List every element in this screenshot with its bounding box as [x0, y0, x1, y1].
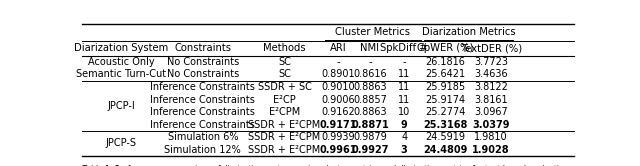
Text: SSDR + E²CPM: SSDR + E²CPM [248, 120, 321, 130]
Text: 0.9879: 0.9879 [353, 132, 387, 142]
Text: 11: 11 [398, 70, 410, 80]
Text: 1.9810: 1.9810 [474, 132, 508, 142]
Text: 0.9171: 0.9171 [320, 120, 357, 130]
Text: 11: 11 [398, 82, 410, 92]
Text: 1.9028: 1.9028 [472, 145, 510, 155]
Text: 3: 3 [401, 145, 408, 155]
Text: NMI: NMI [360, 43, 380, 53]
Text: Diarization Metrics: Diarization Metrics [422, 27, 515, 37]
Text: 0.8871: 0.8871 [351, 120, 388, 130]
Text: 3.0967: 3.0967 [474, 107, 508, 117]
Text: Acoustic Only: Acoustic Only [88, 57, 154, 67]
Text: 9: 9 [401, 120, 408, 130]
Text: E²CPM: E²CPM [269, 107, 300, 117]
Text: 3.0379: 3.0379 [472, 120, 510, 130]
Text: 3.8161: 3.8161 [474, 95, 508, 105]
Text: 0.9162: 0.9162 [322, 107, 356, 117]
Text: JPCP-I: JPCP-I [107, 101, 135, 111]
Text: Simulation 6%: Simulation 6% [168, 132, 238, 142]
Text: 25.9185: 25.9185 [426, 82, 466, 92]
Text: 0.8857: 0.8857 [353, 95, 387, 105]
Text: 25.9174: 25.9174 [426, 95, 466, 105]
Text: TextDER (%): TextDER (%) [461, 43, 522, 53]
Text: Inference Constraints: Inference Constraints [150, 82, 255, 92]
Text: Constraints: Constraints [174, 43, 231, 53]
Text: 11: 11 [398, 95, 410, 105]
Text: ARI: ARI [330, 43, 347, 53]
Text: SSDR + E²CPM: SSDR + E²CPM [248, 145, 321, 155]
Text: 0.9010: 0.9010 [322, 82, 355, 92]
Text: SC: SC [278, 70, 291, 80]
Text: 0.9927: 0.9927 [351, 145, 388, 155]
Text: -: - [368, 57, 372, 67]
Text: No Constraints: No Constraints [166, 57, 239, 67]
Text: Inference Constraints: Inference Constraints [150, 120, 255, 130]
Text: 0.8616: 0.8616 [353, 70, 387, 80]
Text: Simulation 12%: Simulation 12% [164, 145, 241, 155]
Text: Inference Constraints: Inference Constraints [150, 107, 255, 117]
Text: 24.4809: 24.4809 [424, 145, 468, 155]
Text: 25.2774: 25.2774 [426, 107, 466, 117]
Text: 0.9006: 0.9006 [322, 95, 355, 105]
Text: JPCP-S: JPCP-S [106, 138, 136, 148]
Text: 3.8122: 3.8122 [474, 82, 508, 92]
Text: 0.8901: 0.8901 [322, 70, 355, 80]
Text: 3.7723: 3.7723 [474, 57, 508, 67]
Text: E²CP: E²CP [273, 95, 296, 105]
Text: Diarization System: Diarization System [74, 43, 168, 53]
Text: 3.4636: 3.4636 [474, 70, 508, 80]
Text: SpkDiff #: SpkDiff # [380, 43, 428, 53]
Text: 4: 4 [401, 132, 407, 142]
Text: Methods: Methods [263, 43, 306, 53]
Text: SC: SC [278, 57, 291, 67]
Text: Table 1: Performance comparison of diarization systems using cluster metrics and: Table 1: Performance comparison of diari… [83, 165, 571, 166]
Text: 0.9939: 0.9939 [322, 132, 355, 142]
Text: No Constraints: No Constraints [166, 70, 239, 80]
Text: -: - [337, 57, 340, 67]
Text: 0.8863: 0.8863 [353, 107, 387, 117]
Text: Cluster Metrics: Cluster Metrics [335, 27, 410, 37]
Text: 10: 10 [398, 107, 410, 117]
Text: 26.1816: 26.1816 [426, 57, 465, 67]
Text: Semantic Turn-Cut: Semantic Turn-Cut [76, 70, 166, 80]
Text: 0.8863: 0.8863 [353, 82, 387, 92]
Text: 25.6421: 25.6421 [426, 70, 466, 80]
Text: 0.9961: 0.9961 [320, 145, 357, 155]
Text: CpWER (%): CpWER (%) [417, 43, 474, 53]
Text: 25.3168: 25.3168 [424, 120, 468, 130]
Text: SSDR + E²CPM: SSDR + E²CPM [248, 132, 321, 142]
Text: -: - [403, 57, 406, 67]
Text: Inference Constraints: Inference Constraints [150, 95, 255, 105]
Text: SSDR + SC: SSDR + SC [258, 82, 312, 92]
Text: 24.5919: 24.5919 [426, 132, 465, 142]
